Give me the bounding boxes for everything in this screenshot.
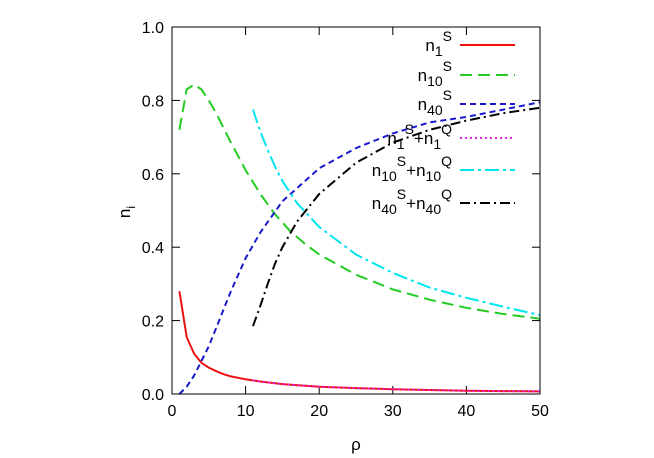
y-tick-label: 0.6 — [142, 167, 164, 184]
series-line-n1^S — [178, 291, 541, 393]
x-tick-label: 0 — [168, 403, 177, 420]
legend-label-base: n — [418, 66, 427, 85]
legend-label-subscript: 40 — [427, 102, 443, 118]
x-tick-label: 10 — [237, 403, 255, 420]
legend-label-subscript: 10 — [427, 73, 443, 89]
legend-entry: n40S — [418, 87, 515, 118]
series-layer — [178, 83, 541, 395]
y-tick-label: 0.0 — [142, 387, 164, 404]
legend-label-subscript: 1 — [435, 43, 443, 59]
legend-label-subscript: 10 — [381, 168, 397, 184]
x-tick-label: 50 — [531, 403, 549, 420]
legend-label-superscript: S — [443, 28, 452, 44]
y-tick-label: 0.4 — [142, 240, 164, 257]
legend-entry: n1S+n1Q — [387, 121, 515, 152]
legend-label: n40S+n40Q — [372, 186, 452, 217]
legend-label-plus: +n — [414, 129, 433, 148]
legend-label-base: n — [418, 95, 427, 114]
legend-label-superscript: Q — [441, 121, 452, 137]
y-axis-label-subscript: i — [124, 206, 138, 209]
legend-label-superscript: S — [397, 186, 406, 202]
legend-entry: n40S+n40Q — [372, 186, 515, 217]
legend-label-base: n — [425, 36, 434, 55]
legend-label-subscript: 10 — [426, 168, 442, 184]
legend-label: n40S — [418, 87, 452, 118]
legend-label-superscript: Q — [441, 186, 452, 202]
legend-label-superscript: S — [405, 121, 414, 137]
y-tick-label: 0.8 — [142, 93, 164, 110]
series-line-n10^S — [178, 83, 541, 320]
plot-frame — [171, 26, 541, 395]
legend-label-superscript: S — [443, 58, 452, 74]
legend-label-base: n — [387, 129, 396, 148]
legend-label: n1S+n1Q — [387, 121, 452, 152]
legend-entry: n1S — [425, 28, 515, 59]
legend-label: n10S+n10Q — [372, 153, 452, 184]
legend-entry: n10S — [418, 58, 515, 89]
legend-label: n1S — [425, 28, 452, 59]
legend-label-base: n — [372, 194, 381, 213]
x-tick-label: 20 — [310, 403, 328, 420]
legend-label-base: n — [372, 161, 381, 180]
legend-label-plus: +n — [406, 161, 425, 180]
legend-label-subscript: 40 — [381, 201, 397, 217]
x-tick-label: 30 — [384, 403, 402, 420]
legend-label-subscript: 1 — [397, 136, 405, 152]
legend-label-subscript: 40 — [426, 201, 442, 217]
series-line-n40^S+n40^Q — [252, 106, 541, 327]
x-tick-label: 40 — [458, 403, 476, 420]
legend-label-superscript: S — [397, 153, 406, 169]
legend-label-subscript: 1 — [433, 136, 441, 152]
series-line-n10^S+n10^Q — [252, 109, 541, 317]
legend-label-superscript: Q — [441, 153, 452, 169]
series-line-n40^S — [178, 101, 541, 395]
legend-label: n10S — [418, 58, 452, 89]
legend-label-superscript: S — [443, 87, 452, 103]
legend-label-plus: +n — [406, 194, 425, 213]
y-tick-label: 0.2 — [142, 314, 164, 331]
y-axis-label: ni — [115, 206, 138, 218]
y-tick-label: 1.0 — [142, 20, 164, 37]
series-line-n1^S+n1^Q — [252, 379, 541, 393]
x-axis-label: ρ — [351, 435, 361, 454]
y-axis-label-base: n — [115, 209, 134, 218]
legend-entry: n10S+n10Q — [372, 153, 515, 184]
ticks-layer: 0 10 20 30 40 50 0.0 0.2 0.4 0.6 0.8 1.0 — [142, 20, 549, 420]
